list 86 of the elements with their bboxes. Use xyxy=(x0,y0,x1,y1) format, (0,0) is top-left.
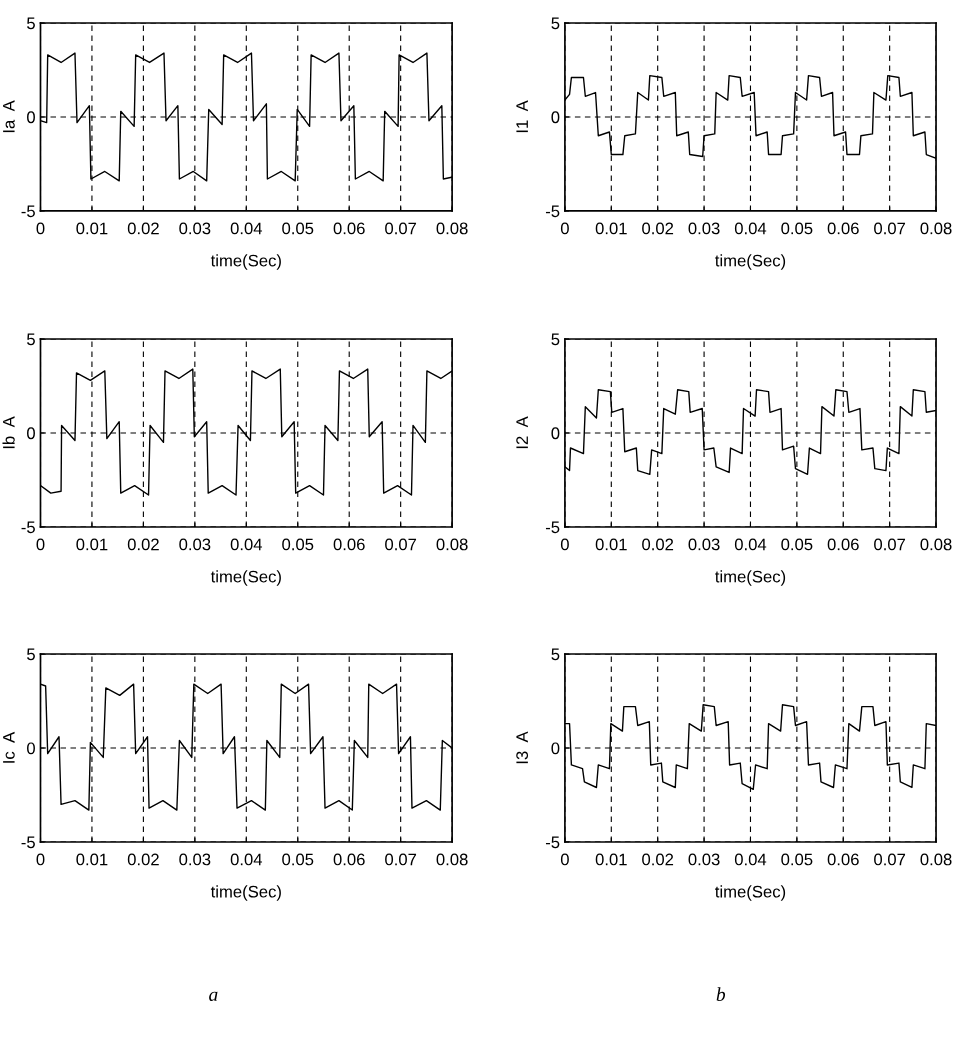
x-tick-label: 0.02 xyxy=(127,853,159,866)
x-tick-label: 0.03 xyxy=(688,222,720,235)
x-tick-label: 0.07 xyxy=(874,538,906,551)
x-axis-title: time(Sec) xyxy=(210,885,281,901)
x-tick-label: 0.06 xyxy=(827,538,859,551)
x-tick-label: 0.02 xyxy=(642,853,674,866)
y-axis-title: I1 A xyxy=(516,100,528,133)
x-axis-title: time(Sec) xyxy=(715,885,786,901)
x-tick-label: 0.06 xyxy=(827,222,859,235)
text: a xyxy=(209,991,218,1002)
y-tick-label: -5 xyxy=(21,521,35,534)
y-tick-label: -5 xyxy=(21,205,35,218)
x-tick-label: 0.03 xyxy=(179,222,211,235)
y-tick-label: 5 xyxy=(27,17,35,30)
x-tick-label: 0.06 xyxy=(827,853,859,866)
x-tick-label: 0 xyxy=(36,222,45,235)
x-tick-label: 0.03 xyxy=(688,853,720,866)
y-tick-label: 5 xyxy=(27,648,35,661)
x-tick-label: 0.03 xyxy=(179,853,211,866)
x-tick-label: 0.04 xyxy=(734,853,767,866)
x-tick-label: 0.01 xyxy=(595,538,627,551)
x-tick-label: 0.08 xyxy=(436,538,468,551)
x-tick-label: 0.04 xyxy=(230,853,263,866)
y-tick-label: -5 xyxy=(545,205,560,218)
y-tick-label: 0 xyxy=(551,742,560,755)
x-tick-label: 0.08 xyxy=(436,222,468,235)
x-tick-label: 0.04 xyxy=(734,222,767,235)
y-tick-label: 0 xyxy=(27,111,35,124)
x-tick-label: 0.05 xyxy=(781,853,813,866)
x-tick-label: 0.07 xyxy=(874,222,906,235)
y-tick-label: 0 xyxy=(551,111,560,124)
x-tick-label: 0.06 xyxy=(333,222,365,235)
x-tick-label: 0 xyxy=(36,853,45,866)
y-axis-title: Ib A xyxy=(2,416,15,449)
y-tick-label: -5 xyxy=(545,836,560,849)
x-tick-label: 0.07 xyxy=(385,222,417,235)
x-tick-label: 0.01 xyxy=(76,222,108,235)
y-axis-title: I3 A xyxy=(516,731,529,764)
y-axis-title: Ia A xyxy=(3,100,15,133)
x-axis-title: time(Sec) xyxy=(210,254,281,270)
y-tick-label: 0 xyxy=(551,427,560,440)
x-tick-label: 0.07 xyxy=(385,853,417,866)
x-tick-label: 0.01 xyxy=(76,538,108,551)
x-axis-title: time(Sec) xyxy=(210,570,281,586)
y-axis-title: I2 A xyxy=(516,416,528,449)
x-tick-label: 0.01 xyxy=(595,853,627,866)
x-tick-label: 0.08 xyxy=(920,538,952,551)
y-tick-label: 0 xyxy=(27,427,35,440)
y-tick-label: 5 xyxy=(27,333,35,346)
x-tick-label: 0.08 xyxy=(920,853,952,866)
x-axis-title: time(Sec) xyxy=(715,254,786,270)
text: b xyxy=(716,987,726,1002)
x-tick-label: 0.04 xyxy=(230,538,263,551)
y-tick-label: 5 xyxy=(551,648,560,661)
x-tick-label: 0.02 xyxy=(642,538,674,551)
x-axis-title: time(Sec) xyxy=(715,570,786,586)
x-tick-label: 0.04 xyxy=(230,222,263,235)
x-tick-label: 0.03 xyxy=(688,538,720,551)
x-tick-label: 0.08 xyxy=(436,853,468,866)
x-tick-label: 0 xyxy=(560,538,569,551)
y-tick-label: 0 xyxy=(27,742,35,755)
x-tick-label: 0 xyxy=(560,222,569,235)
x-tick-label: 0 xyxy=(560,853,569,866)
x-tick-label: 0.04 xyxy=(734,538,767,551)
y-axis-title: Ic A xyxy=(3,731,15,763)
x-tick-label: 0.05 xyxy=(282,222,314,235)
x-tick-label: 0.05 xyxy=(282,853,314,866)
x-tick-label: 0.07 xyxy=(385,538,417,551)
x-tick-label: 0.06 xyxy=(333,853,365,866)
y-tick-label: 5 xyxy=(551,17,560,30)
x-tick-label: 0.08 xyxy=(920,222,952,235)
x-tick-label: 0.02 xyxy=(642,222,674,235)
x-tick-label: 0.01 xyxy=(595,222,627,235)
y-tick-label: -5 xyxy=(21,836,35,849)
x-tick-label: 0.02 xyxy=(127,222,159,235)
x-tick-label: 0 xyxy=(36,538,45,551)
x-tick-label: 0.05 xyxy=(282,538,314,551)
x-tick-label: 0.07 xyxy=(874,853,906,866)
x-tick-label: 0.02 xyxy=(127,538,159,551)
x-tick-label: 0.05 xyxy=(781,538,813,551)
x-tick-label: 0.05 xyxy=(781,222,813,235)
x-tick-label: 0.03 xyxy=(179,538,211,551)
x-tick-label: 0.01 xyxy=(76,853,108,866)
x-tick-label: 0.06 xyxy=(333,538,365,551)
y-tick-label: 5 xyxy=(551,333,560,346)
y-tick-label: -5 xyxy=(545,521,560,534)
